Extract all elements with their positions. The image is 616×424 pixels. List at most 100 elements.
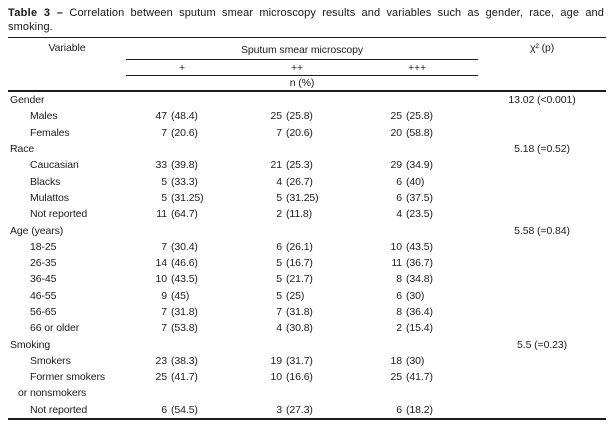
data-cell: 7 (53.8) — [126, 320, 238, 336]
row-label: 26-35 — [30, 257, 57, 270]
cell-percent: (30.4) — [171, 240, 198, 253]
cell-percent: (30) — [406, 289, 425, 302]
cell-count: 25 — [390, 371, 403, 384]
cell-count: 19 — [270, 354, 283, 367]
data-cell: 10 (43.5) — [126, 271, 238, 287]
cell-percent: (25.3) — [286, 159, 313, 172]
n-percent-pair: 6 (40) — [384, 176, 450, 188]
table-caption-label: Table 3 – — [8, 7, 64, 19]
cell-count: 29 — [390, 159, 403, 172]
chi-square-value: 5.5 (=0.23) — [517, 338, 568, 351]
data-cell — [126, 385, 238, 401]
table-row: 56-65 7 (31.8) 7 (31.8) 8 (36.4) — [8, 304, 606, 320]
n-percent-pair: 21 (25.3) — [264, 159, 330, 171]
empty-cell — [356, 336, 478, 352]
empty-cell — [356, 141, 478, 157]
row-label: Mulattos — [30, 191, 69, 204]
data-cell: 18 (30) — [356, 353, 478, 369]
cell-percent: (37.5) — [406, 191, 433, 204]
cell-count: 6 — [396, 403, 403, 416]
table-row: or nonsmokers — [8, 385, 606, 401]
cell-count: 25 — [390, 110, 403, 123]
empty-cell — [238, 222, 356, 238]
cell-percent: (27.3) — [286, 403, 313, 416]
n-percent-pair: 6 (26.1) — [264, 241, 330, 253]
cell-percent: (31.25) — [286, 191, 319, 204]
column-header-chi-square: χ² (p) — [478, 37, 607, 92]
cell-percent: (43.5) — [406, 240, 433, 253]
cell-count: 5 — [276, 257, 282, 270]
n-percent-pair: 5 (25) — [264, 290, 330, 302]
n-percent-pair: 20 (58.8) — [384, 127, 450, 139]
cell-percent: (45) — [171, 289, 190, 302]
n-percent-pair: 3 (27.3) — [264, 404, 330, 416]
table-row: 46-55 9 (45) 5 (25) 6 (30) — [8, 288, 606, 304]
n-percent-pair: 5 (16.7) — [264, 257, 330, 269]
row-label: or nonsmokers — [18, 387, 87, 400]
data-cell: 5 (21.7) — [238, 271, 356, 287]
row-label: 36-45 — [30, 273, 57, 286]
data-cell — [356, 385, 478, 401]
cell-percent: (48.4) — [171, 110, 198, 123]
cell-count: 7 — [276, 306, 282, 318]
empty-cell — [478, 239, 606, 255]
cell-percent: (41.7) — [406, 371, 433, 384]
cell-percent: (18.2) — [406, 403, 433, 416]
cell-count: 4 — [276, 175, 282, 188]
cell-count: 7 — [161, 306, 167, 318]
column-header-plus-plus-plus: +++ — [356, 59, 479, 76]
cell-percent: (31.8) — [286, 306, 313, 318]
n-percent-pair: 25 (41.7) — [149, 371, 215, 383]
data-cell: 33 (39.8) — [126, 157, 238, 173]
correlation-table: Variable Sputum smear microscopy χ² (p) … — [8, 37, 607, 420]
n-percent-pair: 4 (26.7) — [264, 176, 330, 188]
cell-count: 11 — [156, 208, 167, 221]
table-row: Former smokers 25 (41.7) 10 (16.6) 25 (41.7) — [8, 369, 606, 385]
empty-cell — [126, 91, 238, 108]
n-percent-pair: 7 (20.6) — [264, 127, 330, 139]
empty-cell — [478, 288, 606, 304]
cell-count: 7 — [161, 126, 167, 139]
cell-percent: (34.9) — [406, 159, 433, 172]
table-row: 66 or older 7 (53.8) 4 (30.8) 2 (15.4) — [8, 320, 606, 336]
cell-percent: (33.3) — [171, 175, 198, 188]
n-percent-pair: 10 (43.5) — [384, 241, 450, 253]
section-label: Smoking — [10, 338, 51, 351]
data-cell: 14 (46.6) — [126, 255, 238, 271]
n-percent-pair: 6 (37.5) — [384, 192, 450, 204]
cell-count: 20 — [390, 126, 403, 139]
section-row: Gender 13.02 (<0.001) — [8, 91, 606, 108]
empty-cell — [478, 108, 606, 124]
cell-count: 10 — [390, 240, 403, 253]
row-label: Former smokers — [30, 371, 106, 384]
cell-count: 33 — [155, 159, 168, 172]
cell-percent: (16.6) — [286, 371, 313, 384]
table-row: Males 47 (48.4) 25 (25.8) 25 (25.8) — [8, 108, 606, 124]
chi-square-value: 5.18 (=0.52) — [514, 143, 570, 156]
data-cell: 11 (64.7) — [126, 206, 238, 222]
n-percent-pair: 8 (36.4) — [384, 306, 450, 318]
cell-count: 8 — [396, 306, 403, 318]
column-header-n-percent: n (%) — [126, 75, 479, 92]
cell-percent: (36.7) — [406, 257, 433, 270]
empty-cell — [478, 385, 606, 401]
empty-cell — [356, 222, 478, 238]
empty-cell — [478, 271, 606, 287]
cell-percent: (21.7) — [286, 273, 313, 286]
data-cell: 11 (36.7) — [356, 255, 478, 271]
section-row: Age (years) 5.58 (=0.84) — [8, 222, 606, 238]
data-cell: 7 (30.4) — [126, 239, 238, 255]
table-row: Females 7 (20.6) 7 (20.6) 20 (58.8) — [8, 125, 606, 141]
empty-cell — [478, 402, 606, 419]
n-percent-pair: 10 (16.6) — [264, 371, 330, 383]
empty-cell — [126, 141, 238, 157]
cell-count: 5 — [276, 191, 282, 204]
data-cell: 10 (16.6) — [238, 369, 356, 385]
n-percent-pair: 7 (53.8) — [149, 322, 215, 334]
data-cell: 7 (20.6) — [238, 125, 356, 141]
cell-percent: (58.8) — [406, 126, 433, 139]
cell-count: 8 — [396, 273, 403, 286]
row-label: Males — [30, 110, 58, 123]
header-row-group: Variable Sputum smear microscopy χ² (p) — [8, 37, 607, 92]
